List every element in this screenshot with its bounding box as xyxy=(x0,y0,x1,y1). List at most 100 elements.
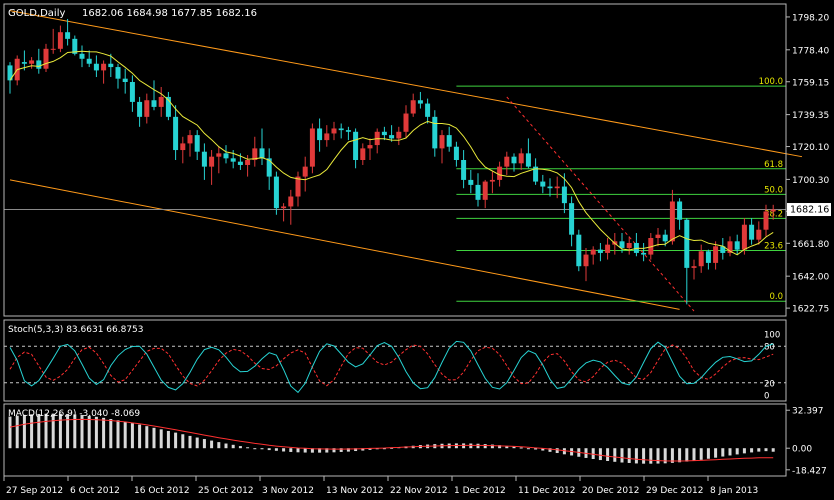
macd-histogram-bar xyxy=(591,448,595,459)
macd-histogram-bar xyxy=(368,448,372,450)
macd-histogram-bar xyxy=(606,448,610,461)
candlestick-series[interactable] xyxy=(7,18,776,305)
candle-body xyxy=(590,249,596,255)
macd-histogram-bar xyxy=(217,442,221,449)
macd-histogram-bar xyxy=(188,435,192,449)
macd-histogram-bar xyxy=(750,448,754,453)
macd-histogram-bar xyxy=(483,444,487,449)
candle-body xyxy=(252,148,258,160)
macd-histogram-bar xyxy=(15,415,19,449)
candle-body xyxy=(36,60,42,69)
date-tick-label: 29 Dec 2012 xyxy=(646,486,704,496)
candle-body xyxy=(655,234,661,238)
stochastic-lines xyxy=(9,340,774,394)
candle-body xyxy=(432,116,438,149)
candle-body xyxy=(453,146,459,160)
candle-body xyxy=(194,135,200,152)
macd-histogram: 32.397 0.00 -18.427 xyxy=(8,407,827,476)
candle-body xyxy=(93,63,99,71)
date-tick-label: 1 Dec 2012 xyxy=(454,486,506,496)
price-tick-label: 1798.20 xyxy=(792,13,829,23)
ohlc-readout: 1682.06 1684.98 1677.85 1682.16 xyxy=(82,8,257,19)
candle-body xyxy=(468,179,474,185)
current-price-tag: 1682.16 xyxy=(787,203,831,217)
candle-body xyxy=(461,160,467,180)
candle-body xyxy=(266,158,272,177)
macd-histogram-bar xyxy=(318,448,322,453)
macd-pane[interactable]: 32.397 0.00 -18.427 MACD(12,26,9) -3.040 -… xyxy=(3,403,827,477)
candle-body xyxy=(489,179,495,182)
macd-histogram-bar xyxy=(310,448,314,453)
candle-body xyxy=(597,249,603,253)
macd-tick-label: 0.00 xyxy=(792,445,812,455)
date-tick-label: 20 Dec 2012 xyxy=(582,486,640,496)
macd-histogram-bar xyxy=(109,419,113,449)
macd-histogram-bar xyxy=(130,423,134,449)
candle-body xyxy=(151,100,157,107)
candle-body xyxy=(713,246,719,263)
price-tick-label: 1661.80 xyxy=(792,240,829,250)
candle-body xyxy=(302,166,308,177)
macd-histogram-bar xyxy=(66,413,70,449)
macd-histogram-bar xyxy=(663,448,667,464)
macd-histogram-bar xyxy=(354,448,358,452)
macd-histogram-bar xyxy=(94,416,98,449)
macd-tick-label: 32.397 xyxy=(792,407,824,417)
candle-body xyxy=(417,100,423,104)
macd-histogram-bar xyxy=(145,426,149,449)
macd-histogram-bar xyxy=(166,430,170,449)
macd-title: MACD(12,26,9) -3.040 -8.069 xyxy=(8,409,140,419)
candle-body xyxy=(497,166,503,180)
price-tick-label: 1720.10 xyxy=(792,143,829,153)
macd-histogram-bar xyxy=(202,439,206,449)
candle-body xyxy=(756,229,762,240)
price-tick-label: 1622.75 xyxy=(792,305,829,315)
candle-body xyxy=(65,32,71,39)
candle-body xyxy=(648,238,654,255)
macd-histogram-bar xyxy=(764,448,768,452)
stochastic-pane-frame xyxy=(3,319,787,402)
candle-body xyxy=(295,176,301,197)
stochastic-tick-label: 0 xyxy=(764,392,769,402)
macd-histogram-bar xyxy=(73,414,77,449)
macd-histogram-bar xyxy=(332,448,336,453)
candle-body xyxy=(129,82,135,102)
stochastic-levels: 100 80 20 0 xyxy=(4,331,786,402)
candle-body xyxy=(137,101,143,117)
fib-level-label: 50.0 xyxy=(764,185,783,195)
candle-body xyxy=(446,135,452,147)
date-axis: 27 Sep 2012 6 Oct 2012 16 Oct 2012 25 Oct 2… xyxy=(3,476,758,496)
candle-body xyxy=(273,176,279,209)
macd-histogram-bar xyxy=(699,448,703,460)
candle-body xyxy=(288,196,294,207)
channel-lower-line xyxy=(9,179,680,310)
macd-histogram-bar xyxy=(375,448,379,450)
macd-histogram-bar xyxy=(44,413,48,449)
macd-histogram-bar xyxy=(620,448,624,463)
candle-body xyxy=(677,201,683,220)
macd-histogram-bar xyxy=(138,424,142,449)
candle-body xyxy=(482,181,488,200)
macd-histogram-bar xyxy=(246,447,250,449)
macd-histogram-bar xyxy=(390,447,394,449)
candle-body xyxy=(533,166,539,182)
candle-body xyxy=(705,251,711,263)
macd-histogram-bar xyxy=(22,414,26,449)
macd-histogram-bar xyxy=(526,448,530,450)
stochastic-pane[interactable]: 100 80 20 0 Stoch(5,3,3) 83.6631 66.8753 xyxy=(3,319,787,402)
macd-histogram-bar xyxy=(548,448,552,452)
candle-body xyxy=(720,246,726,253)
candle-body xyxy=(763,211,769,230)
candle-body xyxy=(331,128,337,134)
candle-body xyxy=(569,203,575,235)
candle-body xyxy=(353,131,359,160)
date-tick-label: 3 Nov 2012 xyxy=(262,486,314,496)
candle-body xyxy=(360,148,366,160)
candle-body xyxy=(475,184,481,200)
price-pane[interactable]: 1798.20 1778.40 1759.15 1739.35 1720.10 1700.… xyxy=(3,3,831,317)
macd-histogram-bar xyxy=(210,440,214,449)
macd-histogram-bar xyxy=(771,448,775,452)
candle-body xyxy=(554,186,560,189)
candle-body xyxy=(237,161,243,165)
